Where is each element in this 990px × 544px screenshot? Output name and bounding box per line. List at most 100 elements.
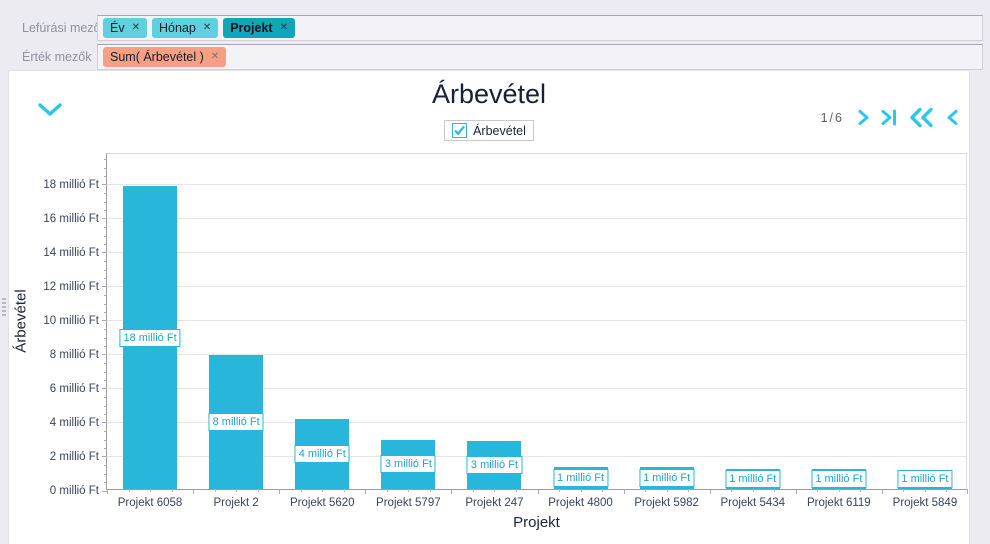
bar-value-label: 4 millió Ft	[294, 445, 350, 464]
next-page-icon[interactable]	[857, 109, 870, 126]
chip-close-icon[interactable]: ✕	[202, 22, 212, 33]
bar-value-label: 8 millió Ft	[208, 412, 264, 431]
gridline	[107, 319, 966, 321]
y-axis-minor-tick	[104, 303, 107, 305]
y-axis-tick	[102, 285, 107, 287]
chart-panel: Árbevétel Árbevétel 1/6	[8, 70, 970, 544]
field-chip-label: Év	[110, 21, 125, 35]
drilldown-field-well[interactable]: Év ✕ Hónap ✕ Projekt ✕	[97, 15, 983, 41]
y-axis-minor-tick	[104, 346, 107, 348]
chip-close-icon[interactable]: ✕	[279, 22, 288, 33]
y-axis-tick-label: 0 millió Ft	[49, 485, 99, 497]
x-axis-minor-tick	[666, 489, 668, 492]
legend-label: Árbevétel	[473, 123, 526, 138]
y-axis-minor-tick	[104, 414, 107, 416]
field-chip[interactable]: Hónap ✕	[151, 18, 219, 38]
x-axis-minor-tick	[322, 489, 324, 492]
y-axis-tick	[102, 421, 107, 423]
y-axis-minor-tick	[104, 261, 107, 263]
y-axis-tick	[102, 183, 107, 185]
resize-grip[interactable]	[2, 298, 6, 317]
y-axis-minor-tick	[104, 465, 107, 467]
y-axis-tick	[102, 217, 107, 219]
x-axis-minor-tick	[860, 489, 862, 492]
y-axis-tick-label: 6 millió Ft	[49, 382, 99, 395]
field-chip-label: Projekt	[230, 21, 273, 35]
value-field-well[interactable]: Sum( Árbevétel ) ✕	[97, 44, 983, 70]
y-axis-minor-tick	[104, 473, 107, 475]
y-axis-tick	[102, 387, 107, 389]
y-axis-minor-tick	[104, 193, 107, 195]
chip-close-icon[interactable]: ✕	[131, 22, 140, 33]
last-page-icon[interactable]	[881, 109, 898, 126]
y-axis-minor-tick	[104, 397, 107, 399]
y-axis-minor-tick	[104, 439, 107, 441]
y-axis-tick-label: 8 millió Ft	[49, 348, 99, 361]
x-axis-tick-label: Projekt 2	[213, 497, 259, 509]
x-axis-minor-tick	[688, 489, 690, 492]
x-axis-minor-tick	[559, 489, 561, 492]
legend-item[interactable]: Árbevétel	[444, 120, 534, 141]
y-axis-tick	[102, 319, 107, 321]
x-axis-minor-tick	[752, 489, 754, 492]
y-axis-minor-tick	[104, 371, 107, 373]
x-axis-minor-tick	[602, 489, 604, 492]
x-axis-tick-label: Projekt 6058	[117, 497, 183, 509]
x-axis-tick	[623, 489, 625, 494]
x-axis-minor-tick	[838, 489, 840, 492]
field-chip[interactable]: Sum( Árbevétel ) ✕	[103, 47, 227, 67]
x-axis-tick	[537, 489, 539, 494]
y-axis-tick	[102, 455, 107, 457]
bar-value-label: 1 millió Ft	[725, 469, 781, 488]
bar-value-label: 3 millió Ft	[380, 455, 436, 474]
x-axis-tick-label: Projekt 5982	[634, 497, 699, 509]
gridline	[107, 251, 966, 253]
y-axis-tick-label: 4 millió Ft	[49, 416, 99, 429]
y-axis-minor-tick	[104, 363, 107, 365]
x-axis-tick-label: Projekt 6119	[806, 497, 871, 509]
y-axis-tick-label: 2 millió Ft	[49, 450, 99, 463]
x-axis-minor-tick	[494, 489, 496, 492]
legend-checkbox[interactable]	[452, 123, 468, 138]
field-row-label: Lefúrási mezők	[22, 21, 107, 35]
x-axis-minor-tick	[429, 489, 431, 492]
y-axis-title: Árbevétel	[12, 289, 30, 353]
x-axis-minor-tick	[128, 489, 130, 492]
fast-previous-page-icon[interactable]	[909, 107, 935, 128]
x-axis-tick	[881, 489, 883, 494]
collapse-chevron-icon[interactable]	[37, 102, 63, 123]
y-axis-minor-tick	[104, 431, 107, 433]
x-axis-minor-tick	[171, 489, 173, 492]
y-axis-tick-label: 16 millió Ft	[43, 212, 99, 225]
plot-area: 0 millió Ft 2 millió Ft 4 millió Ft 6 milli…	[43, 153, 968, 509]
gridline	[107, 183, 966, 185]
y-axis-minor-tick	[104, 312, 107, 314]
x-axis-title: Projekt	[513, 514, 560, 531]
field-chip[interactable]: Év ✕	[103, 18, 147, 38]
gridline	[107, 387, 966, 389]
x-axis-tick	[451, 489, 453, 494]
x-axis-minor-tick	[343, 489, 345, 492]
pager: 1/6	[821, 107, 959, 128]
field-chip[interactable]: Projekt ✕	[223, 18, 295, 38]
field-wells-header: Lefúrási mezők Év ✕ Hónap ✕ Projekt ✕ Érték m…	[0, 0, 990, 70]
x-axis-tick-label: Projekt 5849	[892, 497, 958, 509]
y-axis-minor-tick	[104, 482, 107, 484]
x-axis-minor-tick	[580, 489, 582, 492]
y-axis-tick-label: 12 millió Ft	[43, 280, 99, 293]
x-axis-minor-tick	[214, 489, 216, 492]
y-axis-minor-tick	[104, 295, 107, 297]
x-axis-minor-tick	[386, 489, 388, 492]
chip-close-icon[interactable]: ✕	[210, 51, 220, 62]
y-axis-minor-tick	[104, 278, 107, 280]
y-axis-tick-label: 14 millió Ft	[43, 246, 99, 259]
previous-page-icon[interactable]	[946, 109, 959, 126]
x-axis-tick	[107, 489, 108, 494]
legend: Árbevétel	[9, 120, 969, 141]
gridline	[107, 217, 966, 219]
x-axis-tick	[967, 489, 968, 494]
y-axis-minor-tick	[104, 269, 107, 271]
y-axis-minor-tick	[104, 176, 107, 178]
gridline	[107, 353, 966, 355]
field-chip-label: Sum( Árbevétel )	[110, 50, 204, 64]
